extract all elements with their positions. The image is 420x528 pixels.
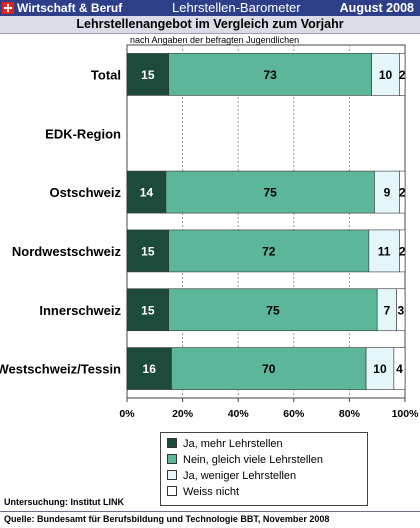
- bar-segment: [399, 170, 406, 214]
- bar-segment: [126, 347, 172, 390]
- category-label: Total: [91, 67, 121, 82]
- bar-segment: [168, 53, 372, 96]
- data-label: 7: [384, 303, 391, 317]
- chart-title: Lehrstellenangebot im Vergleich zum Vorj…: [76, 17, 344, 31]
- bar-segment: [126, 229, 170, 273]
- legend-swatch: [167, 486, 177, 496]
- bar-segment: [126, 288, 170, 332]
- bar-segment: [168, 288, 378, 332]
- bar-segment: [126, 53, 170, 96]
- data-label: 10: [373, 362, 387, 376]
- legend-swatch: [167, 470, 177, 480]
- swiss-flag-icon: [2, 2, 14, 14]
- data-label: 15: [141, 303, 155, 317]
- header-bar: Wirtschaft & Beruf Lehrstellen-Barometer…: [0, 0, 420, 16]
- bar-segment: [374, 170, 400, 214]
- legend-swatch: [167, 438, 177, 448]
- footer-divider: [0, 511, 420, 512]
- bar-segment: [396, 288, 406, 332]
- stacked-bar-chart: 0% 20% 40% 60% 80% 100% Total 15 73 10 2 EDK-Region…: [0, 44, 420, 420]
- data-label: 11: [378, 244, 391, 258]
- legend-label: Ja, weniger Lehrstellen: [183, 470, 297, 482]
- data-label: 2: [399, 244, 406, 258]
- chart-subtitle: nach Angaben der befragten Jugendlichen: [130, 35, 300, 45]
- bar-segment: [399, 53, 406, 96]
- category-label: EDK-Region: [45, 126, 121, 141]
- data-label: 10: [379, 68, 393, 82]
- category-label: Westschweiz/Tessin: [0, 362, 121, 377]
- data-label: 2: [399, 68, 406, 82]
- legend-item: Ja, weniger Lehrstellen: [167, 470, 296, 484]
- data-label: 2: [399, 186, 406, 200]
- data-label: 73: [263, 68, 277, 82]
- date-label: August 2008: [339, 1, 414, 15]
- legend: Ja, mehr Lehrstellen Nein, gleich viele L…: [160, 432, 368, 506]
- legend-item: Ja, mehr Lehrstellen: [167, 438, 283, 452]
- x-tick-label: 20%: [172, 408, 194, 420]
- bar-segment: [165, 170, 375, 214]
- title-bar: Lehrstellenangebot im Vergleich zum Vorj…: [0, 16, 420, 34]
- bar-segment: [168, 229, 370, 273]
- legend-label: Weiss nicht: [183, 486, 240, 498]
- data-label: 15: [141, 68, 155, 82]
- category-label: Innerschweiz: [39, 303, 121, 318]
- legend-swatch: [167, 454, 177, 464]
- category-label: Nordwestschweiz: [12, 244, 122, 259]
- bar-segment: [368, 229, 400, 273]
- data-label: 3: [397, 303, 404, 317]
- legend-item: Weiss nicht: [167, 486, 239, 500]
- data-label: 75: [263, 186, 277, 200]
- data-label: 4: [396, 362, 403, 376]
- x-tick-label: 100%: [392, 408, 420, 420]
- data-label: 14: [140, 186, 154, 200]
- data-label: 72: [262, 244, 276, 258]
- source-note: Quelle: Bundesamt für Berufsbildung und …: [4, 514, 330, 524]
- bar-segment: [126, 170, 167, 214]
- product-label: Lehrstellen-Barometer: [172, 0, 301, 15]
- x-tick-label: 40%: [228, 408, 250, 420]
- bar-segment: [399, 229, 406, 273]
- x-tick-label: 0%: [119, 408, 135, 420]
- bar-segment: [393, 347, 406, 390]
- plot-area: [126, 44, 406, 399]
- legend-label: Nein, gleich viele Lehrstellen: [183, 454, 324, 466]
- data-label: 75: [266, 303, 280, 317]
- data-label: 15: [141, 244, 155, 258]
- legend-item: Nein, gleich viele Lehrstellen: [167, 454, 323, 468]
- bar-segment: [365, 347, 395, 390]
- data-label: 70: [262, 362, 276, 376]
- survey-note: Untersuchung: Institut LINK: [4, 497, 124, 507]
- data-label: 9: [384, 186, 391, 200]
- category-label: Ostschweiz: [49, 185, 121, 200]
- x-tick-label: 80%: [339, 408, 361, 420]
- x-tick-label: 60%: [283, 408, 305, 420]
- data-label: 16: [143, 362, 157, 376]
- bar-segment: [171, 347, 367, 390]
- brand-label: Wirtschaft & Beruf: [17, 1, 123, 15]
- legend-label: Ja, mehr Lehrstellen: [183, 438, 283, 450]
